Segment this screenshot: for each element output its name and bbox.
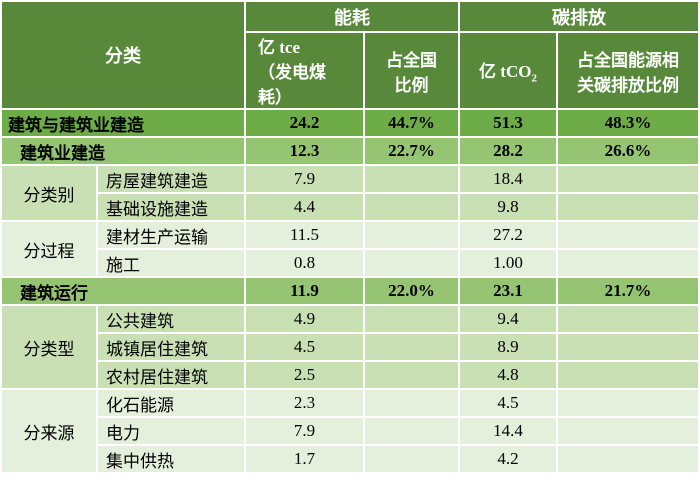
- cell-energy: 7.9: [246, 418, 363, 444]
- cell-carbon-share: 26.6%: [558, 138, 698, 164]
- cell-carbon-share: [558, 250, 698, 276]
- cell-carbon-share: [558, 222, 698, 248]
- cell-energy-share: [365, 390, 458, 416]
- cell-energy-share: 22.0%: [365, 278, 458, 304]
- cell-energy: 24.2: [246, 110, 363, 136]
- group-label-by-process: 分过程: [2, 222, 96, 276]
- row-label: 房屋建筑建造: [98, 166, 244, 192]
- cell-carbon: 4.5: [460, 390, 556, 416]
- row-label: 建材生产运输: [98, 222, 244, 248]
- header-category: 分类: [2, 2, 244, 108]
- table-row-subtotal-building-operation: 建筑运行 11.9 22.0% 23.1 21.7%: [2, 278, 698, 304]
- row-label: 化石能源: [98, 390, 244, 416]
- carbon-unit-subscript: 2: [531, 72, 537, 85]
- cell-energy: 1.7: [246, 446, 363, 472]
- cell-energy-share: 22.7%: [365, 138, 458, 164]
- row-label: 建筑业建造: [2, 138, 244, 164]
- cell-carbon: 27.2: [460, 222, 556, 248]
- energy-carbon-table: 分类 能耗 碳排放 亿 tce （发电煤 耗） 占全国 比例 亿 tCO2 占全…: [2, 2, 698, 472]
- cell-carbon-share: [558, 194, 698, 220]
- header-carbon-share: 占全国能源相 关碳排放比例: [558, 33, 698, 108]
- header-carbon-unit: 亿 tCO2: [460, 33, 556, 108]
- carbon-unit-base: 亿 tCO: [479, 61, 532, 81]
- cell-energy: 12.3: [246, 138, 363, 164]
- table-row: 农村居住建筑 2.5 4.8: [2, 362, 698, 388]
- cell-energy-share: [365, 334, 458, 360]
- row-label: 施工: [98, 250, 244, 276]
- cell-energy: 4.4: [246, 194, 363, 220]
- table-row: 城镇居住建筑 4.5 8.9: [2, 334, 698, 360]
- cell-energy-share: [365, 250, 458, 276]
- table-row-subtotal-building-construction: 建筑业建造 12.3 22.7% 28.2 26.6%: [2, 138, 698, 164]
- cell-energy: 2.3: [246, 390, 363, 416]
- cell-carbon-share: [558, 334, 698, 360]
- cell-energy: 4.5: [246, 334, 363, 360]
- cell-carbon-share: 48.3%: [558, 110, 698, 136]
- table-row: 施工 0.8 1.00: [2, 250, 698, 276]
- cell-energy: 11.5: [246, 222, 363, 248]
- group-label-by-source: 分来源: [2, 390, 96, 472]
- table-row: 分过程 建材生产运输 11.5 27.2: [2, 222, 698, 276]
- cell-energy: 4.9: [246, 306, 363, 332]
- table-row: 分类型 公共建筑 4.9 9.4: [2, 306, 698, 388]
- row-label: 公共建筑: [98, 306, 244, 332]
- group-label-by-type: 分类型: [2, 306, 96, 388]
- cell-carbon: 9.8: [460, 194, 556, 220]
- header-energy-group: 能耗: [246, 2, 458, 31]
- cell-carbon: 28.2: [460, 138, 556, 164]
- cell-energy: 7.9: [246, 166, 363, 192]
- cell-energy: 0.8: [246, 250, 363, 276]
- row-label: 电力: [98, 418, 244, 444]
- cell-carbon-share: [558, 306, 698, 332]
- cell-energy-share: [365, 446, 458, 472]
- header-energy-unit: 亿 tce （发电煤 耗）: [246, 33, 363, 108]
- table-row: 分来源 化石能源 2.3 4.5: [2, 390, 698, 472]
- row-label: 集中供热: [98, 446, 244, 472]
- table-row: 集中供热 1.7 4.2: [2, 446, 698, 472]
- cell-energy-share: [365, 418, 458, 444]
- cell-carbon: 8.9: [460, 334, 556, 360]
- cell-carbon: 51.3: [460, 110, 556, 136]
- header-carbon-group: 碳排放: [460, 2, 698, 31]
- table-row-total-construction: 建筑与建筑业建造 24.2 44.7% 51.3 48.3%: [2, 110, 698, 136]
- cell-carbon: 18.4: [460, 166, 556, 192]
- row-label: 建筑运行: [2, 278, 244, 304]
- group-label-by-category: 分类别: [2, 166, 96, 220]
- cell-carbon: 1.00: [460, 250, 556, 276]
- row-label: 建筑与建筑业建造: [2, 110, 244, 136]
- cell-carbon-share: [558, 418, 698, 444]
- cell-energy: 2.5: [246, 362, 363, 388]
- row-label: 城镇居住建筑: [98, 334, 244, 360]
- row-label: 基础设施建造: [98, 194, 244, 220]
- header-row-units: 亿 tce （发电煤 耗） 占全国 比例 亿 tCO2 占全国能源相 关碳排放比…: [2, 33, 698, 108]
- cell-energy-share: [365, 222, 458, 248]
- cell-energy: 11.9: [246, 278, 363, 304]
- cell-carbon-share: [558, 390, 698, 416]
- table-row: 基础设施建造 4.4 9.8: [2, 194, 698, 220]
- cell-carbon: 4.2: [460, 446, 556, 472]
- cell-carbon-share: 21.7%: [558, 278, 698, 304]
- cell-carbon-share: [558, 166, 698, 192]
- cell-carbon: 14.4: [460, 418, 556, 444]
- cell-carbon-share: [558, 446, 698, 472]
- table-row: 电力 7.9 14.4: [2, 418, 698, 444]
- cell-carbon-share: [558, 362, 698, 388]
- cell-energy-share: [365, 194, 458, 220]
- header-energy-share: 占全国 比例: [365, 33, 458, 108]
- cell-energy-share: [365, 306, 458, 332]
- cell-carbon: 23.1: [460, 278, 556, 304]
- cell-carbon: 9.4: [460, 306, 556, 332]
- cell-energy-share: [365, 166, 458, 192]
- row-label: 农村居住建筑: [98, 362, 244, 388]
- cell-energy-share: [365, 362, 458, 388]
- cell-energy-share: 44.7%: [365, 110, 458, 136]
- table-row: 分类别 房屋建筑建造 7.9 18.4: [2, 166, 698, 220]
- cell-carbon: 4.8: [460, 362, 556, 388]
- header-row-groups: 分类 能耗 碳排放: [2, 2, 698, 108]
